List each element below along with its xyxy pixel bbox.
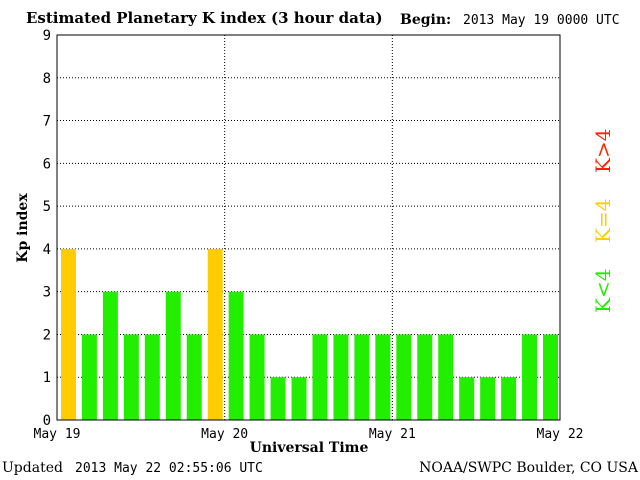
kp-bar xyxy=(459,377,475,420)
kp-bar xyxy=(81,334,97,420)
y-axis-label: Kp index xyxy=(15,193,31,263)
kp-bar xyxy=(291,377,307,420)
chart-title: Estimated Planetary K index (3 hour data… xyxy=(26,9,383,27)
y-tick-label: 5 xyxy=(43,199,51,215)
y-tick-label: 6 xyxy=(43,156,51,172)
kp-bar xyxy=(543,334,558,420)
y-tick-label: 1 xyxy=(43,370,51,386)
kp-bar xyxy=(186,334,202,420)
legend-equal: K=4 xyxy=(591,198,615,243)
legend-high: K>4 xyxy=(591,128,615,173)
updated-value: 2013 May 22 02:55:06 UTC xyxy=(75,461,263,476)
x-tick-label: May 21 xyxy=(369,427,416,442)
kp-bar xyxy=(249,334,265,420)
kp-bar xyxy=(207,248,223,420)
kp-bar xyxy=(123,334,139,420)
kp-bar xyxy=(102,291,118,420)
x-axis-label: Universal Time xyxy=(250,440,369,456)
kp-bar xyxy=(270,377,286,420)
kp-bar xyxy=(480,377,496,420)
x-tick-labels: May 19 May 20 May 21 May 22 xyxy=(34,427,584,442)
y-tick-labels: 0 1 2 3 4 5 6 7 8 9 xyxy=(43,28,51,429)
updated-label: Updated xyxy=(2,460,63,476)
kp-bar xyxy=(333,334,349,420)
kp-bar xyxy=(61,248,76,420)
x-tick-label: May 20 xyxy=(201,427,248,442)
kp-bar xyxy=(396,334,412,420)
y-tick-label: 8 xyxy=(43,71,51,87)
kp-bar xyxy=(228,291,244,420)
kp-bar xyxy=(144,334,160,420)
kp-bar xyxy=(438,334,454,420)
y-tick-label: 4 xyxy=(43,242,51,258)
y-tick-label: 0 xyxy=(43,413,51,429)
y-tick-label: 7 xyxy=(43,114,51,130)
credit-text: NOAA/SWPC Boulder, CO USA xyxy=(419,460,638,476)
y-tick-label: 3 xyxy=(43,285,51,301)
kp-bar xyxy=(165,291,181,420)
grid-lines xyxy=(57,35,560,420)
kp-bar xyxy=(501,377,517,420)
bar-series xyxy=(61,248,558,420)
y-tick-label: 2 xyxy=(43,327,51,343)
begin-label: Begin: xyxy=(400,12,452,28)
kp-bar xyxy=(417,334,433,420)
y-tick-label: 9 xyxy=(43,28,51,44)
kp-bar xyxy=(354,334,370,420)
kp-bar xyxy=(375,334,391,420)
kp-bar xyxy=(522,334,538,420)
legend-low: K<4 xyxy=(591,268,615,313)
x-tick-label: May 19 xyxy=(34,427,81,442)
plot-frame xyxy=(56,34,561,421)
begin-value: 2013 May 19 0000 UTC xyxy=(463,13,620,28)
kp-bar xyxy=(312,334,328,420)
x-tick-label: May 22 xyxy=(537,427,584,442)
